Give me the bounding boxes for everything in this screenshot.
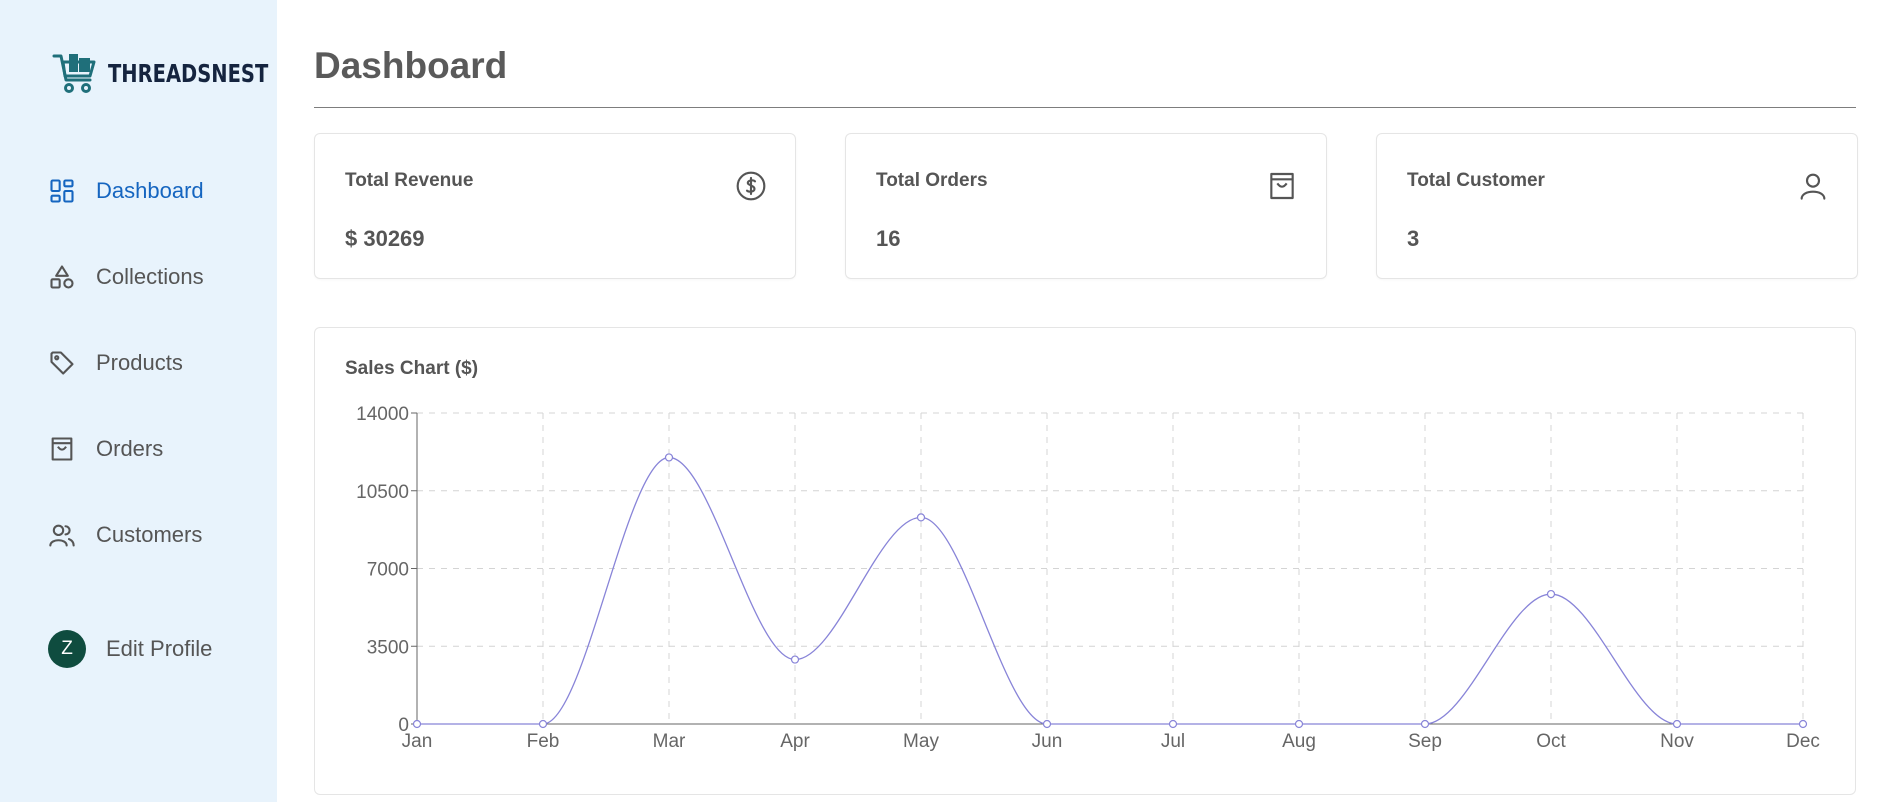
title-divider — [314, 107, 1856, 108]
data-point — [790, 655, 800, 664]
data-point — [664, 453, 674, 462]
sales-line — [416, 456, 1803, 725]
x-tick-label: Sep — [1408, 731, 1442, 752]
x-tick-label: May — [903, 731, 939, 752]
shopping-cart-icon — [52, 54, 96, 93]
sidebar-item-products[interactable]: Products — [48, 343, 183, 383]
y-tick-label: 14000 — [356, 404, 409, 425]
total-customer-card: Total Customer 3 — [1376, 133, 1858, 279]
tag-icon — [48, 349, 76, 377]
dashboard-grid-icon — [48, 177, 76, 205]
sales-chart: 0 3500 7000 10500 14000 Jan Feb Mar Apr May Jun Jul… — [356, 404, 1820, 752]
y-tick-label: 0 — [398, 715, 409, 736]
data-point — [1168, 719, 1178, 729]
sidebar-item-dashboard[interactable]: Dashboard — [48, 171, 204, 211]
avatar: Z — [48, 630, 86, 668]
sidebar: THREADSNEST Dashboard Collections Produc… — [0, 0, 277, 802]
x-tick-label: Apr — [780, 731, 810, 752]
shopping-bag-icon — [1270, 172, 1294, 200]
sidebar-item-label: Products — [96, 350, 183, 375]
card-label: Total Revenue — [345, 170, 474, 191]
users-icon — [48, 521, 76, 549]
data-point — [538, 719, 548, 729]
sidebar-item-customers[interactable]: Customers — [48, 515, 202, 555]
edit-profile-label: Edit Profile — [106, 636, 213, 661]
sidebar-item-label: Orders — [96, 436, 164, 461]
sidebar-item-label: Collections — [96, 264, 204, 289]
data-point — [1546, 589, 1556, 599]
chart-title: Sales Chart ($) — [345, 358, 479, 379]
page-title: Dashboard — [314, 45, 508, 86]
sidebar-item-label: Customers — [96, 522, 203, 547]
y-tick-label: 7000 — [367, 560, 409, 581]
card-label: Total Customer — [1407, 170, 1545, 191]
brand-logo[interactable]: THREADSNEST — [52, 50, 313, 96]
sidebar-item-label: Dashboard — [96, 178, 204, 203]
x-tick-label: Jan — [402, 731, 433, 752]
card-value: 3 — [1407, 226, 1420, 251]
shopping-bag-icon — [48, 435, 76, 463]
sales-chart-card: Sales Chart ($) 0 3500 7000 10500 14000 Jan Fe… — [314, 327, 1856, 795]
dollar-circle-icon — [736, 171, 766, 201]
sidebar-item-collections[interactable]: Collections — [48, 257, 204, 297]
card-value: 16 — [876, 226, 901, 251]
x-tick-label: Jun — [1032, 731, 1063, 752]
x-tick-label: Mar — [653, 731, 686, 752]
data-point — [916, 513, 926, 522]
y-tick-label: 10500 — [356, 482, 409, 503]
x-tick-label: Oct — [1536, 731, 1566, 752]
total-revenue-card: Total Revenue $ 30269 — [314, 133, 796, 279]
data-point — [1798, 719, 1808, 729]
card-value: $ 30269 — [345, 226, 425, 251]
x-tick-label: Feb — [527, 731, 560, 752]
data-point — [1420, 719, 1430, 729]
x-tick-label: Nov — [1660, 731, 1694, 752]
data-point — [1042, 719, 1052, 729]
card-label: Total Orders — [876, 170, 988, 191]
x-tick-label: Jul — [1161, 731, 1185, 752]
x-tick-label: Dec — [1786, 731, 1820, 752]
y-tick-label: 3500 — [367, 637, 409, 658]
sidebar-item-orders[interactable]: Orders — [48, 429, 163, 469]
user-icon — [1800, 173, 1826, 200]
data-point — [412, 719, 422, 729]
total-orders-card: Total Orders 16 — [845, 133, 1327, 279]
edit-profile-button[interactable]: Z Edit Profile — [48, 629, 212, 669]
x-tick-label: Aug — [1282, 731, 1316, 752]
data-point — [1294, 719, 1304, 729]
brand-name: THREADSNEST — [108, 58, 269, 88]
data-point — [1672, 719, 1682, 729]
shapes-icon — [48, 263, 76, 291]
